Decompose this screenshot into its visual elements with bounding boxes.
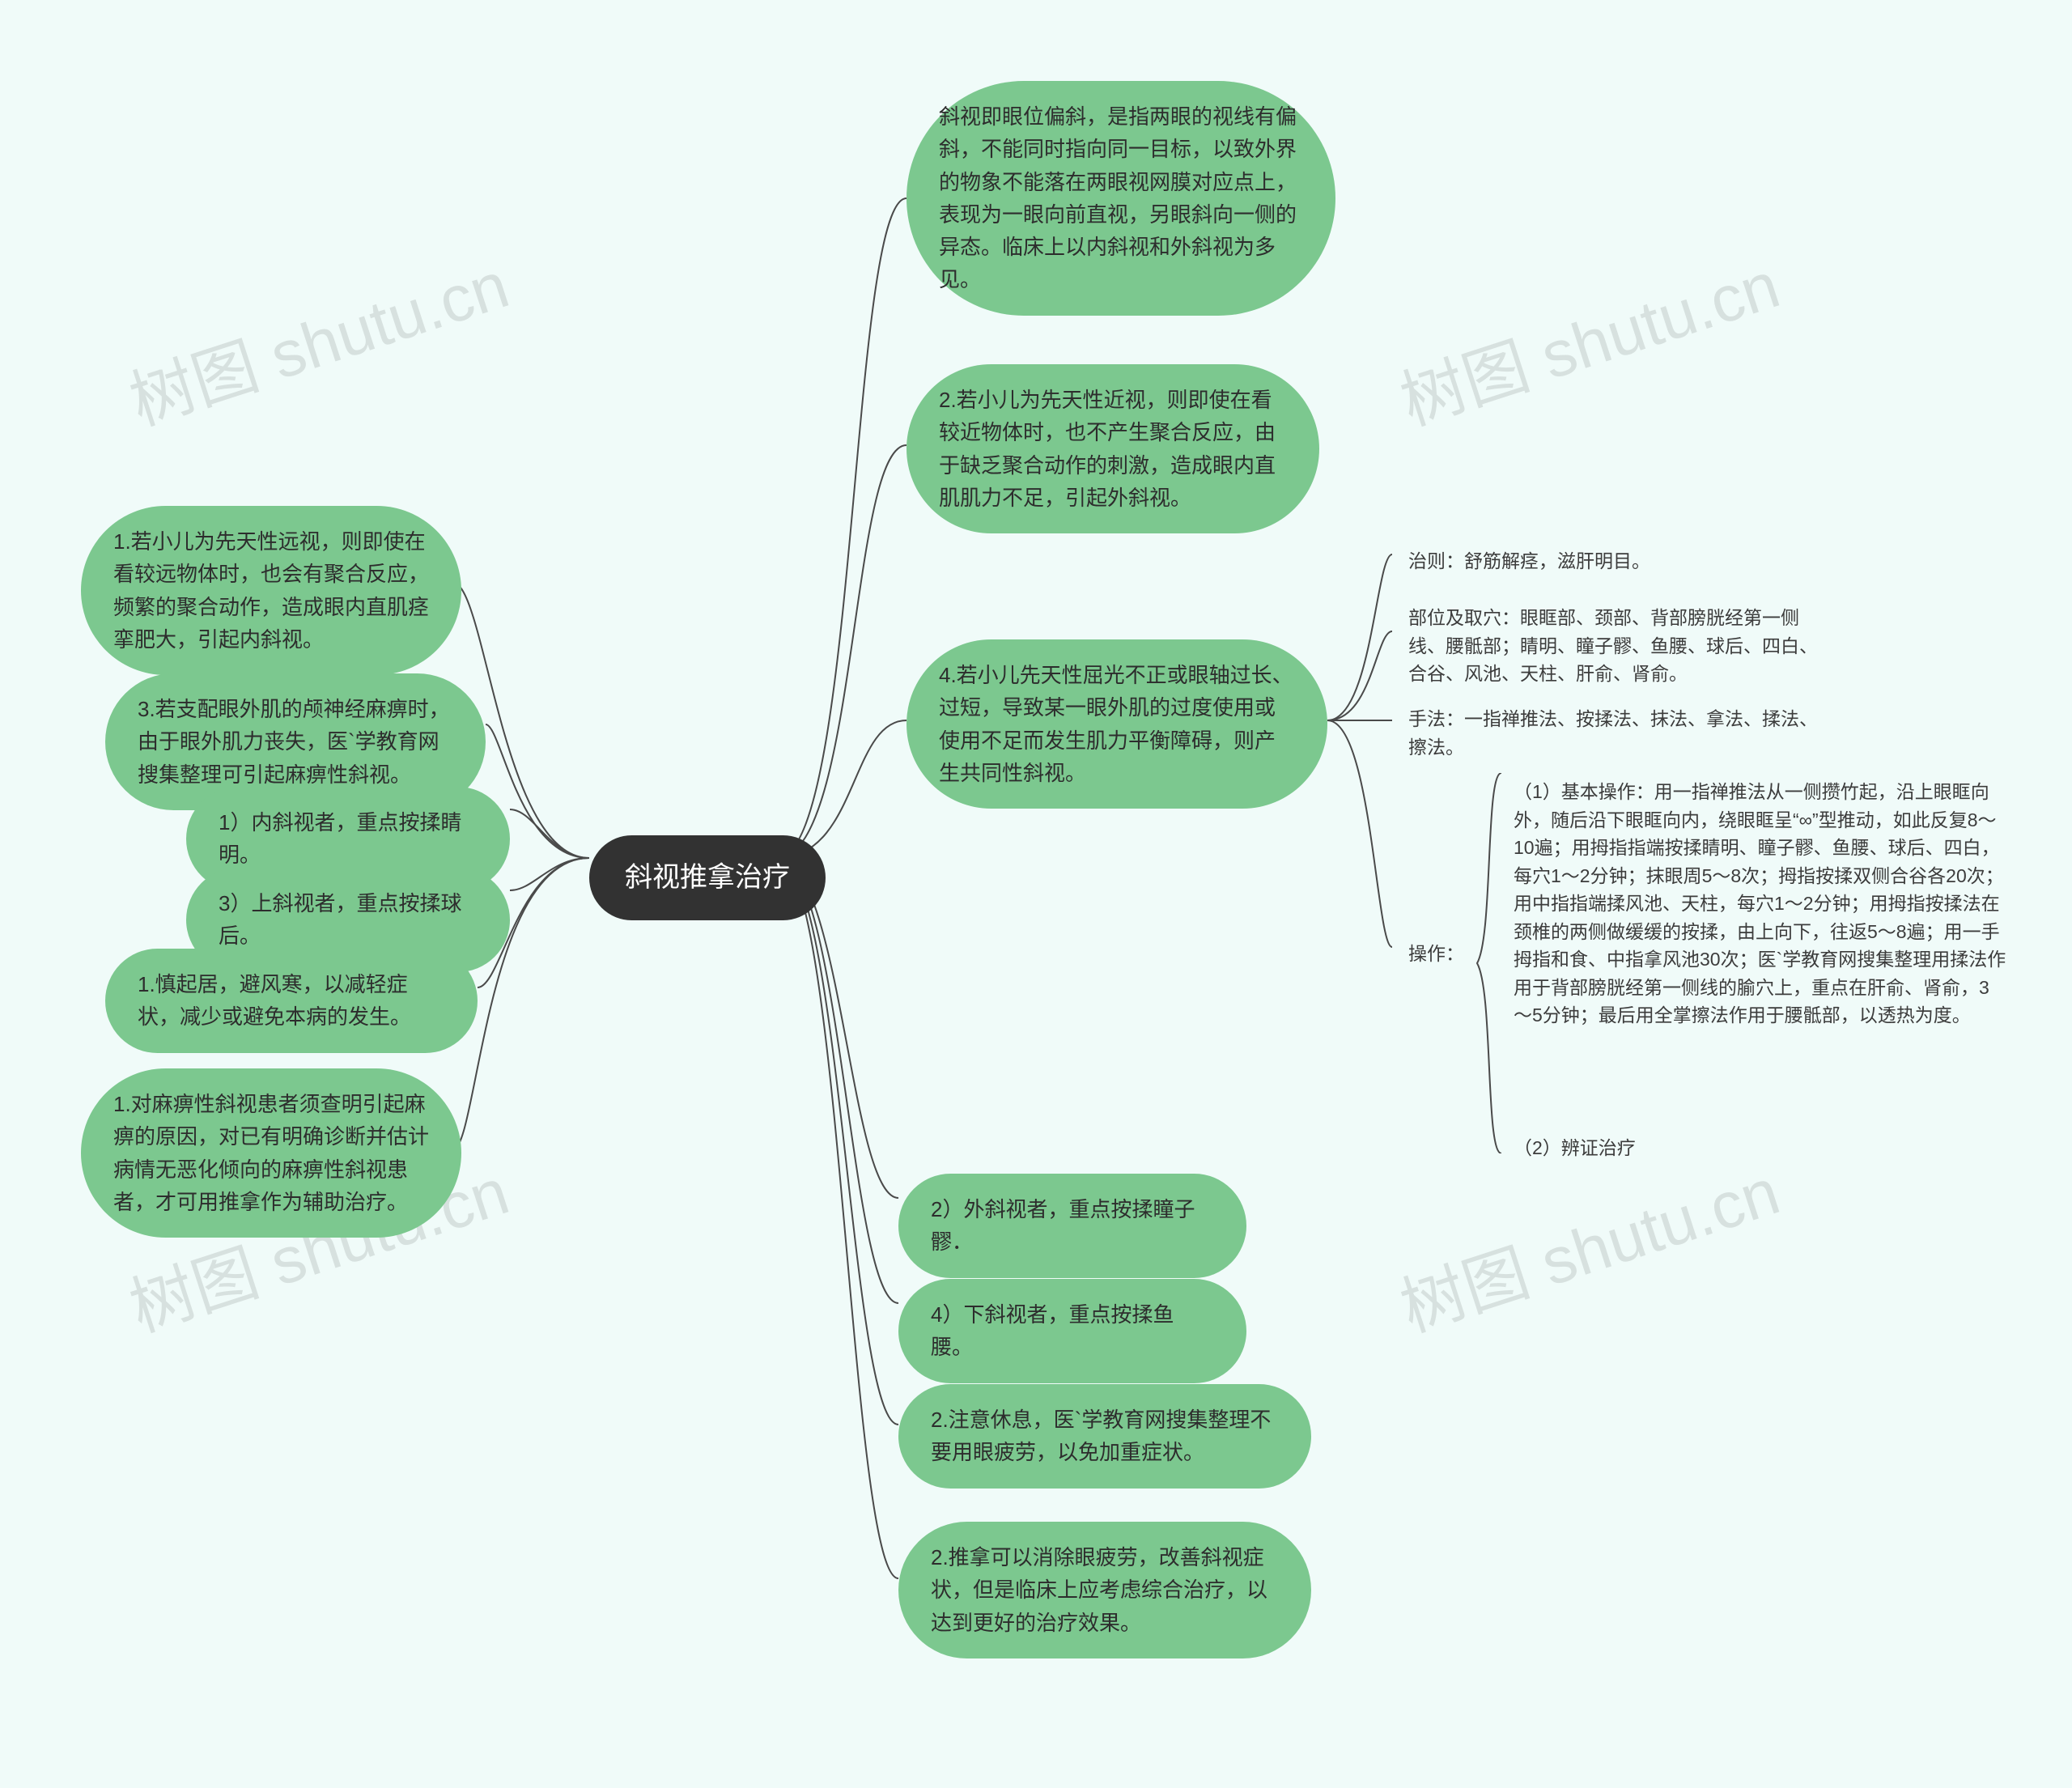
branch-r6: 2.注意休息，医`学教育网搜集整理不要用眼疲劳，以免加重症状。 <box>898 1384 1311 1489</box>
leaf-text: （2）辨证治疗 <box>1514 1137 1636 1158</box>
branch-text: 2）外斜视者，重点按揉瞳子髎． <box>931 1197 1195 1254</box>
branch-r1: 斜视即眼位偏斜，是指两眼的视线有偏斜，不能同时指向同一目标，以致外界的物象不能落… <box>906 81 1335 316</box>
branch-text: 2.若小儿为先天性近视，则即使在看较近物体时，也不产生聚合反应，由于缺乏聚合动作… <box>939 388 1276 510</box>
leaf-text: 部位及取穴：眼眶部、颈部、背部膀胱经第一侧线、腰骶部；睛明、瞳子髎、鱼腰、球后、… <box>1408 607 1818 684</box>
leaf-t2: 部位及取穴：眼眶部、颈部、背部膀胱经第一侧线、腰骶部；睛明、瞳子髎、鱼腰、球后、… <box>1408 599 1829 693</box>
center-label: 斜视推拿治疗 <box>625 862 790 893</box>
branch-text: 1.若小儿为先天性远视，则即使在看较远物体时，也会有聚合反应，频繁的聚合动作，造… <box>113 529 429 652</box>
leaf-op1: （1）基本操作：用一指禅推法从一侧攒竹起，沿上眼眶向外，随后沿下眼眶向内，绕眼眶… <box>1514 773 2007 1034</box>
branch-text: 4）下斜视者，重点按揉鱼腰。 <box>931 1302 1174 1359</box>
branch-r5: 4）下斜视者，重点按揉鱼腰。 <box>898 1279 1246 1383</box>
branch-text: 1.对麻痹性斜视患者须查明引起麻痹的原因，对已有明确诊断并估计病情无恶化倾向的麻… <box>113 1092 429 1214</box>
branch-r7: 2.推拿可以消除眼疲劳，改善斜视症状，但是临床上应考虑综合治疗，以达到更好的治疗… <box>898 1522 1311 1658</box>
watermark: 树图 shutu.cn <box>117 233 519 444</box>
branch-text: 1.慎起居，避风寒，以减轻症状，减少或避免本病的发生。 <box>138 972 411 1029</box>
branch-r3: 4.若小儿先天性屈光不正或眼轴过长、过短，导致某一眼外肌的过度使用或使用不足而发… <box>906 639 1327 809</box>
leaf-text: 治则：舒筋解痉，滋肝明目。 <box>1408 550 1650 571</box>
leaf-t3: 手法：一指禅推法、按揉法、抹法、拿法、揉法、擦法。 <box>1408 700 1829 766</box>
branch-l1: 1.若小儿为先天性远视，则即使在看较远物体时，也会有聚合反应，频繁的聚合动作，造… <box>81 506 461 675</box>
branch-text: 3.若支配眼外肌的颅神经麻痹时，由于眼外肌力丧失，医`学教育网搜集整理可引起麻痹… <box>138 697 450 787</box>
branch-text: 2.推拿可以消除眼疲劳，改善斜视症状，但是临床上应考虑综合治疗，以达到更好的治疗… <box>931 1545 1267 1635</box>
branch-r4: 2）外斜视者，重点按揉瞳子髎． <box>898 1174 1246 1278</box>
leaf-text: 手法：一指禅推法、按揉法、抹法、拿法、揉法、擦法。 <box>1408 708 1818 758</box>
leaf-text: （1）基本操作：用一指禅推法从一侧攒竹起，沿上眼眶向外，随后沿下眼眶向内，绕眼眶… <box>1514 781 2006 1026</box>
leaf-text: 操作： <box>1408 943 1464 964</box>
branch-text: 2.注意休息，医`学教育网搜集整理不要用眼疲劳，以免加重症状。 <box>931 1408 1271 1464</box>
leaf-op2: （2）辨证治疗 <box>1514 1129 1837 1167</box>
leaf-t1: 治则：舒筋解痉，滋肝明目。 <box>1408 542 1797 580</box>
watermark: 树图 shutu.cn <box>1387 233 1790 444</box>
branch-l6: 1.对麻痹性斜视患者须查明引起麻痹的原因，对已有明确诊断并估计病情无恶化倾向的麻… <box>81 1068 461 1238</box>
branch-text: 斜视即眼位偏斜，是指两眼的视线有偏斜，不能同时指向同一目标，以致外界的物象不能落… <box>939 104 1297 291</box>
branch-r2: 2.若小儿为先天性近视，则即使在看较近物体时，也不产生聚合反应，由于缺乏聚合动作… <box>906 364 1319 533</box>
branch-l5: 1.慎起居，避风寒，以减轻症状，减少或避免本病的发生。 <box>105 949 478 1053</box>
center-node: 斜视推拿治疗 <box>589 835 826 920</box>
watermark: 树图 shutu.cn <box>1387 1140 1790 1350</box>
branch-text: 4.若小儿先天性屈光不正或眼轴过长、过短，导致某一眼外肌的过度使用或使用不足而发… <box>939 663 1293 785</box>
bracket-op <box>1473 773 1505 1153</box>
leaf-op-label: 操作： <box>1408 935 1473 973</box>
branch-text: 1）内斜视者，重点按揉睛明。 <box>219 810 461 867</box>
branch-text: 3）上斜视者，重点按揉球后。 <box>219 891 461 948</box>
